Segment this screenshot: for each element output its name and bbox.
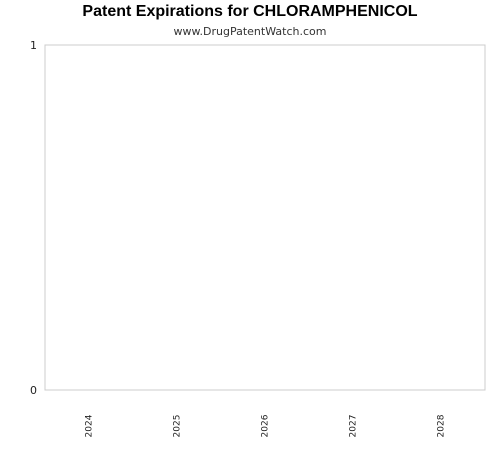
x-tick-label: 2028 — [437, 414, 447, 437]
x-tick-label: 2024 — [85, 414, 95, 437]
chart-subtitle: www.DrugPatentWatch.com — [173, 25, 327, 38]
x-tick-label: 2026 — [261, 414, 271, 437]
chart-title: Patent Expirations for CHLORAMPHENICOL — [82, 3, 418, 20]
x-tick-label: 2025 — [173, 415, 183, 438]
x-tick-label: 2027 — [349, 415, 359, 438]
plot-area — [44, 44, 486, 391]
y-tick-label: 0 — [30, 384, 37, 397]
y-tick-label: 1 — [30, 39, 37, 52]
